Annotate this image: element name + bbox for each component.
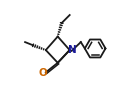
- Text: N: N: [68, 45, 77, 55]
- Text: O: O: [38, 68, 47, 78]
